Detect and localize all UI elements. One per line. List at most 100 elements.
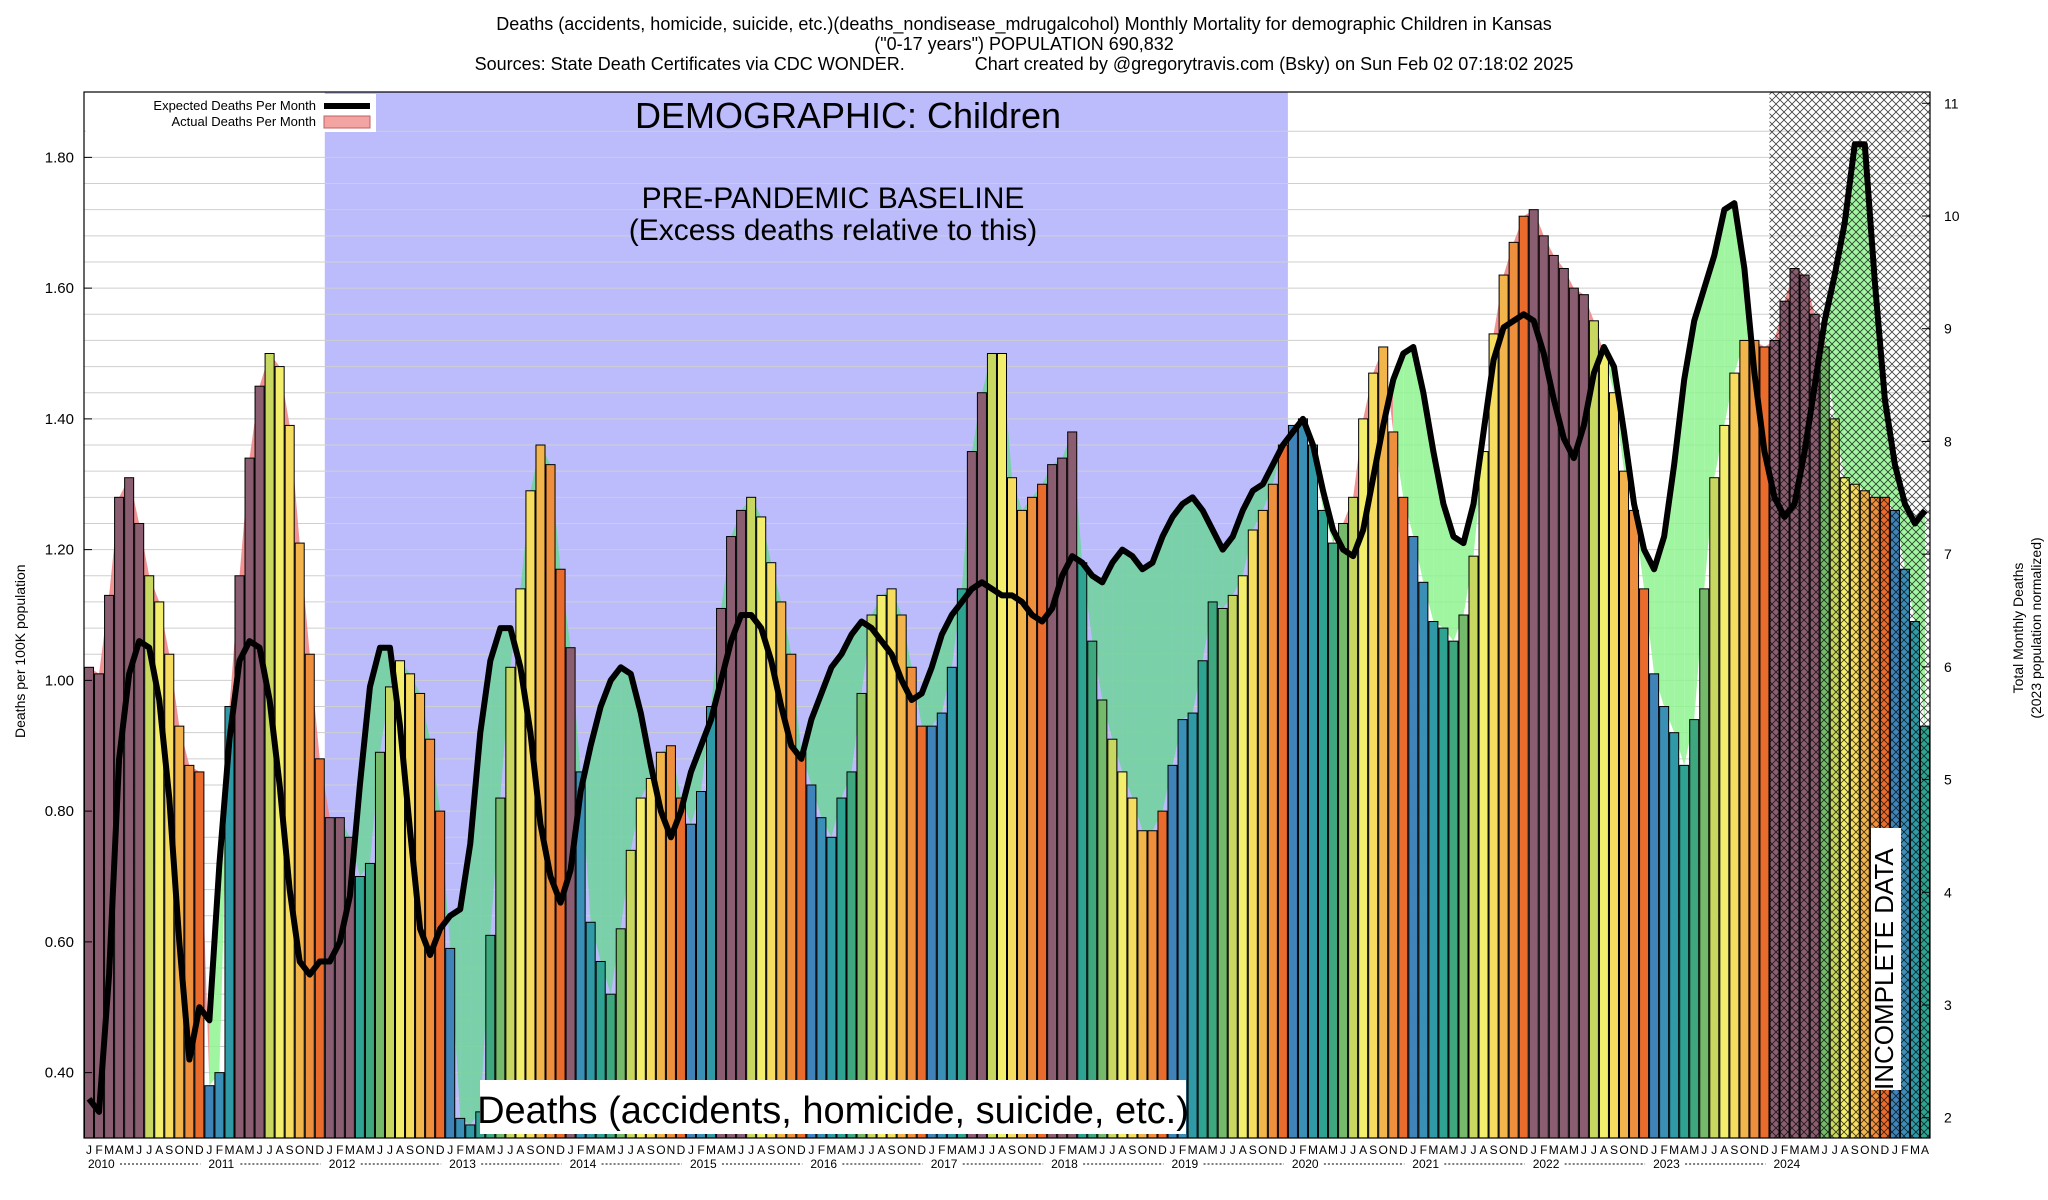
year-tick-label: 2018 <box>1051 1157 1078 1171</box>
excess-fill <box>831 654 842 838</box>
month-tick-label: J <box>869 1143 875 1157</box>
month-tick-label: F <box>1540 1143 1547 1157</box>
bar <box>334 817 345 1139</box>
excess-fill <box>219 706 230 1073</box>
excess-fill <box>1132 556 1143 831</box>
bar <box>214 1072 225 1139</box>
bar <box>1558 268 1569 1139</box>
month-tick-label: A <box>1118 1143 1126 1157</box>
excess-fill <box>1152 536 1163 831</box>
y-tick-label: 1.60 <box>45 280 74 297</box>
bar <box>986 353 997 1139</box>
year-tick-label: 2017 <box>931 1157 958 1171</box>
incomplete-label-bg <box>1871 828 1901 1090</box>
bar <box>1388 431 1399 1139</box>
month-tick-label: M <box>1308 1143 1318 1157</box>
bar <box>1177 719 1188 1139</box>
month-tick-label: J <box>327 1143 333 1157</box>
month-tick-label: N <box>1269 1143 1278 1157</box>
bar <box>244 457 255 1139</box>
month-tick-label: S <box>1490 1143 1498 1157</box>
excess-fill <box>1674 379 1685 766</box>
bar <box>194 771 205 1139</box>
month-tick-label: D <box>1399 1143 1408 1157</box>
year-tick-label: 2010 <box>88 1157 115 1171</box>
bar <box>505 666 516 1139</box>
y-tick-label: 0.60 <box>45 934 74 951</box>
plot-frame <box>83 91 1931 1139</box>
month-tick-label: M <box>365 1143 375 1157</box>
month-tick-label: M <box>1428 1143 1438 1157</box>
month-tick-label: D <box>556 1143 565 1157</box>
bar <box>1438 627 1449 1139</box>
month-tick-label: F <box>1299 1143 1306 1157</box>
expected-deaths-line <box>86 141 1928 1115</box>
month-tick-label: D <box>315 1143 324 1157</box>
month-tick-label: D <box>1760 1143 1769 1157</box>
month-tick-label: M <box>1910 1143 1920 1157</box>
month-tick-label: J <box>377 1143 383 1157</box>
bar <box>1227 594 1238 1139</box>
month-tick-label: M <box>465 1143 475 1157</box>
month-tick-label: F <box>577 1143 584 1157</box>
y2-tick-label: 5 <box>1944 772 1952 788</box>
bar <box>124 477 135 1139</box>
bar <box>1197 660 1208 1139</box>
month-tick-label: J <box>568 1143 574 1157</box>
bar <box>1719 424 1730 1139</box>
year-tick-label: 2013 <box>449 1157 476 1171</box>
month-tick-label: M <box>1669 1143 1679 1157</box>
excess-fill <box>1182 497 1193 720</box>
month-tick-label: J <box>206 1143 212 1157</box>
month-tick-label: M <box>485 1143 495 1157</box>
month-tick-label: N <box>1028 1143 1037 1157</box>
bar <box>1418 581 1429 1139</box>
bar <box>1328 542 1339 1139</box>
year-tick-label: 2020 <box>1292 1157 1319 1171</box>
month-tick-label: N <box>1870 1143 1879 1157</box>
bar <box>1659 706 1670 1139</box>
month-tick-label: J <box>1230 1143 1236 1157</box>
bar <box>1217 607 1228 1139</box>
month-tick-label: S <box>767 1143 775 1157</box>
demographic-label: DEMOGRAPHIC: Children <box>635 95 1061 136</box>
bar <box>966 451 977 1139</box>
month-tick-label: J <box>447 1143 453 1157</box>
bar <box>1508 241 1519 1139</box>
month-tick-label: M <box>345 1143 355 1157</box>
month-tick-label: S <box>1008 1143 1016 1157</box>
month-tick-label: J <box>1220 1143 1226 1157</box>
month-tick-label: F <box>336 1143 343 1157</box>
excess-fill <box>1142 562 1153 831</box>
month-tick-label: D <box>1038 1143 1047 1157</box>
bar <box>374 751 385 1139</box>
month-tick-label: N <box>907 1143 916 1157</box>
month-tick-label: F <box>1901 1143 1908 1157</box>
bar <box>876 594 887 1139</box>
bar <box>354 876 365 1139</box>
bar <box>84 666 95 1139</box>
month-tick-label: A <box>1319 1143 1327 1157</box>
bar <box>1307 444 1319 1139</box>
month-tick-label: S <box>1128 1143 1136 1157</box>
month-tick-label: S <box>406 1143 414 1157</box>
month-tick-label: A <box>757 1143 765 1157</box>
month-tick-label: J <box>808 1143 814 1157</box>
month-tick-label: M <box>606 1143 616 1157</box>
month-tick-label: J <box>1651 1143 1657 1157</box>
month-tick-label: J <box>257 1143 263 1157</box>
month-tick-label: A <box>1841 1143 1849 1157</box>
month-tick-label: O <box>1740 1143 1749 1157</box>
y2-tick-label: 8 <box>1944 433 1952 449</box>
excess-fill <box>590 706 601 962</box>
excess-fill <box>1413 346 1424 583</box>
month-tick-label: F <box>216 1143 223 1157</box>
month-tick-label: J <box>628 1143 634 1157</box>
month-tick-label: J <box>1531 1143 1537 1157</box>
excess-fill <box>1252 484 1263 531</box>
bar <box>1378 346 1389 1139</box>
excess-fill <box>1654 536 1665 707</box>
bar <box>465 1124 476 1139</box>
bar <box>1187 712 1198 1139</box>
month-tick-label: O <box>1138 1143 1147 1157</box>
